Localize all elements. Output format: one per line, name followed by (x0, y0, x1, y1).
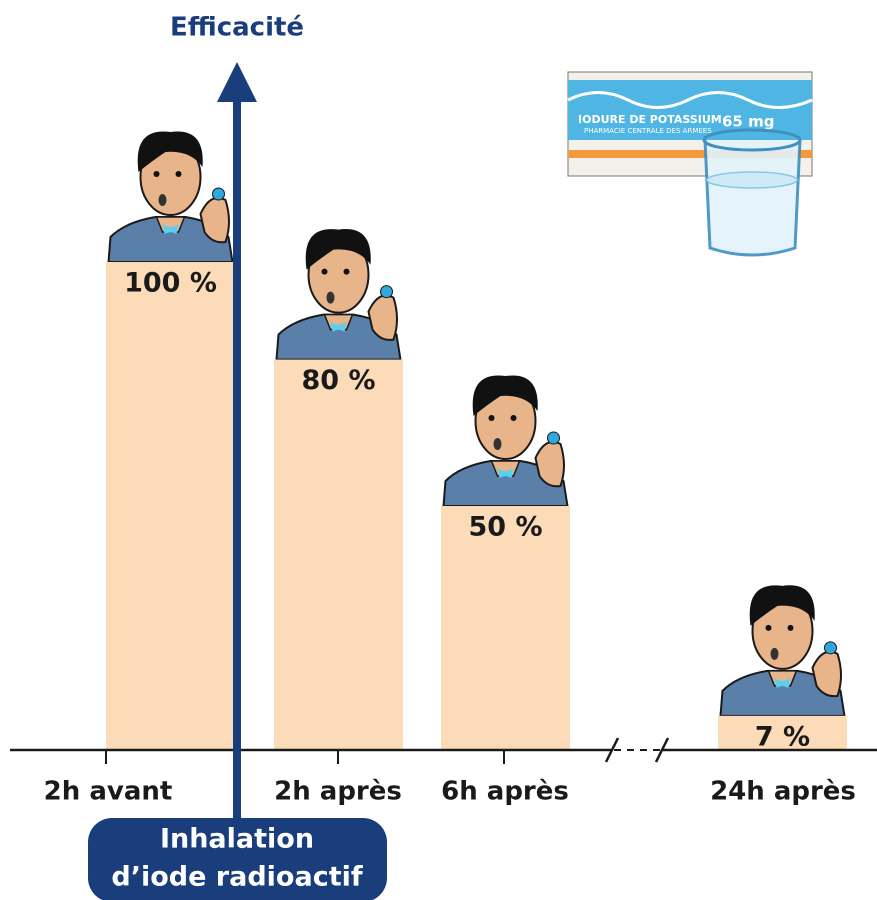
bar (274, 360, 403, 750)
bar (106, 262, 235, 750)
person-mouth (771, 648, 779, 660)
x-tick-label: 2h avant (44, 777, 173, 807)
person-eye (154, 171, 160, 177)
annotation: Inhalation (160, 824, 314, 855)
x-tick-label: 24h après (710, 777, 856, 807)
person-illustration (277, 229, 401, 360)
person-eye (788, 625, 794, 631)
pill (548, 432, 560, 444)
pill (825, 642, 837, 654)
person-eye (766, 625, 772, 631)
chart: IODURE DE POTASSIUM 65 mg PHARMACIE CENT… (0, 0, 877, 900)
person-illustration (721, 585, 845, 716)
person-illustration (109, 131, 233, 262)
annotation: d’iode radioactif (111, 862, 362, 893)
value-label: 7 % (755, 721, 810, 752)
person-eye (322, 269, 328, 275)
x-tick-label: 6h après (441, 777, 569, 807)
person-mouth (159, 194, 167, 206)
person-eye (511, 415, 517, 421)
value-label: 50 % (468, 512, 542, 543)
person-eye (176, 171, 182, 177)
package-maker: PHARMACIE CENTRALE DES ARMEES (584, 127, 712, 135)
value-label: 100 % (124, 268, 217, 299)
axis-title: Efficacité (170, 13, 304, 43)
value-label: 80 % (301, 365, 375, 396)
package-dose: 65 mg (722, 113, 774, 131)
bar (441, 506, 570, 750)
person-mouth (494, 438, 502, 450)
potassium-box: IODURE DE POTASSIUM 65 mg PHARMACIE CENT… (568, 72, 812, 255)
pill (381, 286, 393, 298)
pill (213, 188, 225, 200)
x-tick-label: 2h après (274, 777, 402, 807)
person-illustration (444, 375, 568, 506)
person-eye (344, 269, 350, 275)
package-name: IODURE DE POTASSIUM (578, 113, 722, 126)
person-eye (489, 415, 495, 421)
person-mouth (327, 292, 335, 304)
